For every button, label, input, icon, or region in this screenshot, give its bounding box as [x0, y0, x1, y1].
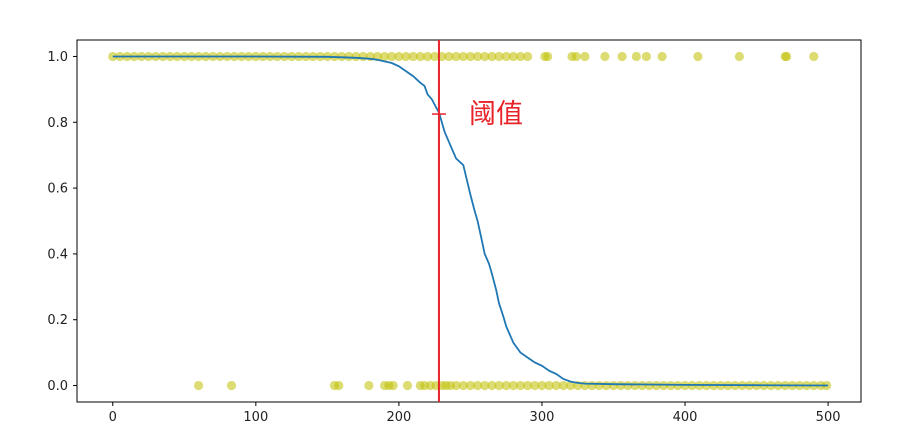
scatter-point: [571, 51, 581, 62]
scatter-point: [631, 51, 641, 62]
scatter-point: [508, 51, 518, 62]
x-tick-label: 0: [109, 410, 117, 425]
scatter-point: [108, 51, 118, 62]
scatter-point: [734, 51, 744, 62]
y-tick-label: 0.6: [47, 182, 68, 197]
x-tick-label: 400: [673, 410, 698, 425]
scatter-point: [608, 380, 619, 391]
scatter-point: [458, 380, 468, 391]
x-tick-label: 300: [530, 410, 555, 425]
scatter-point: [451, 51, 461, 62]
scatter-point: [543, 51, 553, 62]
y-tick-label: 0.0: [47, 379, 68, 394]
scatter-layer: [108, 51, 832, 391]
scatter-point: [523, 380, 533, 391]
scatter-point: [515, 51, 526, 62]
scatter-point: [651, 380, 662, 391]
scatter-point: [402, 380, 413, 391]
scatter-point: [693, 51, 703, 62]
x-tick-label: 200: [386, 410, 411, 425]
y-tick-label: 0.8: [47, 116, 68, 131]
x-tick-label: 100: [243, 410, 268, 425]
threshold-annotation: 阈值: [431, 40, 523, 402]
scatter-point: [408, 51, 418, 62]
scatter-point: [530, 380, 540, 391]
scatter-point: [465, 51, 476, 62]
scatter-point: [616, 380, 626, 391]
scatter-point: [515, 380, 526, 391]
scatter-point: [644, 380, 654, 391]
y-tick-label: 1.0: [47, 50, 68, 65]
scatter-point: [523, 51, 533, 62]
scatter-point: [444, 51, 454, 62]
scatter-point: [580, 51, 590, 62]
axes: 0 100 200 300 400 500 0.0 0.2 0.4 0.6 0.8 1.0: [47, 39, 862, 425]
scatter-point: [501, 51, 511, 62]
scatter-point: [465, 380, 476, 391]
scatter-point: [194, 380, 204, 391]
scatter-point: [501, 380, 511, 391]
scatter-point: [472, 380, 483, 391]
scatter-point: [422, 51, 433, 62]
scatter-point: [379, 51, 390, 62]
scatter-point: [451, 380, 461, 391]
x-tick-label: 500: [816, 410, 841, 425]
scatter-point: [630, 380, 640, 391]
scatter-point: [558, 380, 569, 391]
scatter-point: [544, 380, 554, 391]
scatter-point: [415, 51, 425, 62]
scatter-point: [657, 51, 667, 62]
y-tick-label: 0.4: [47, 247, 68, 262]
scatter-point: [388, 380, 398, 391]
scatter-point: [394, 51, 404, 62]
scatter-point: [508, 380, 518, 391]
line-layer: [112, 55, 829, 387]
scatter-point: [551, 380, 561, 391]
scatter-point: [565, 380, 576, 391]
scatter-point: [641, 51, 652, 62]
y-tick-label: 0.2: [47, 313, 68, 328]
scatter-point: [637, 380, 647, 391]
scatter-point: [472, 51, 483, 62]
scatter-point: [401, 51, 411, 62]
scatter-point: [364, 380, 374, 391]
scatter-point: [387, 51, 397, 62]
scatter-point: [809, 51, 819, 62]
probability-curve: [112, 55, 829, 387]
scatter-point: [430, 51, 440, 62]
scatter-point: [480, 51, 490, 62]
scatter-point: [494, 51, 504, 62]
scatter-point: [617, 51, 627, 62]
scatter-point: [494, 380, 504, 391]
scatter-point: [458, 51, 468, 62]
scatter-point: [600, 51, 610, 62]
scatter-point: [487, 380, 497, 391]
scatter-point: [537, 380, 547, 391]
scatter-point: [782, 51, 792, 62]
scatter-point: [623, 380, 633, 391]
scatter-point: [344, 51, 354, 62]
scatter-point: [480, 380, 490, 391]
scatter-point: [334, 380, 344, 391]
axes-frame: [76, 39, 862, 403]
scatter-point: [226, 380, 237, 391]
threshold-label: 阈值: [469, 99, 523, 130]
scatter-point: [487, 51, 497, 62]
